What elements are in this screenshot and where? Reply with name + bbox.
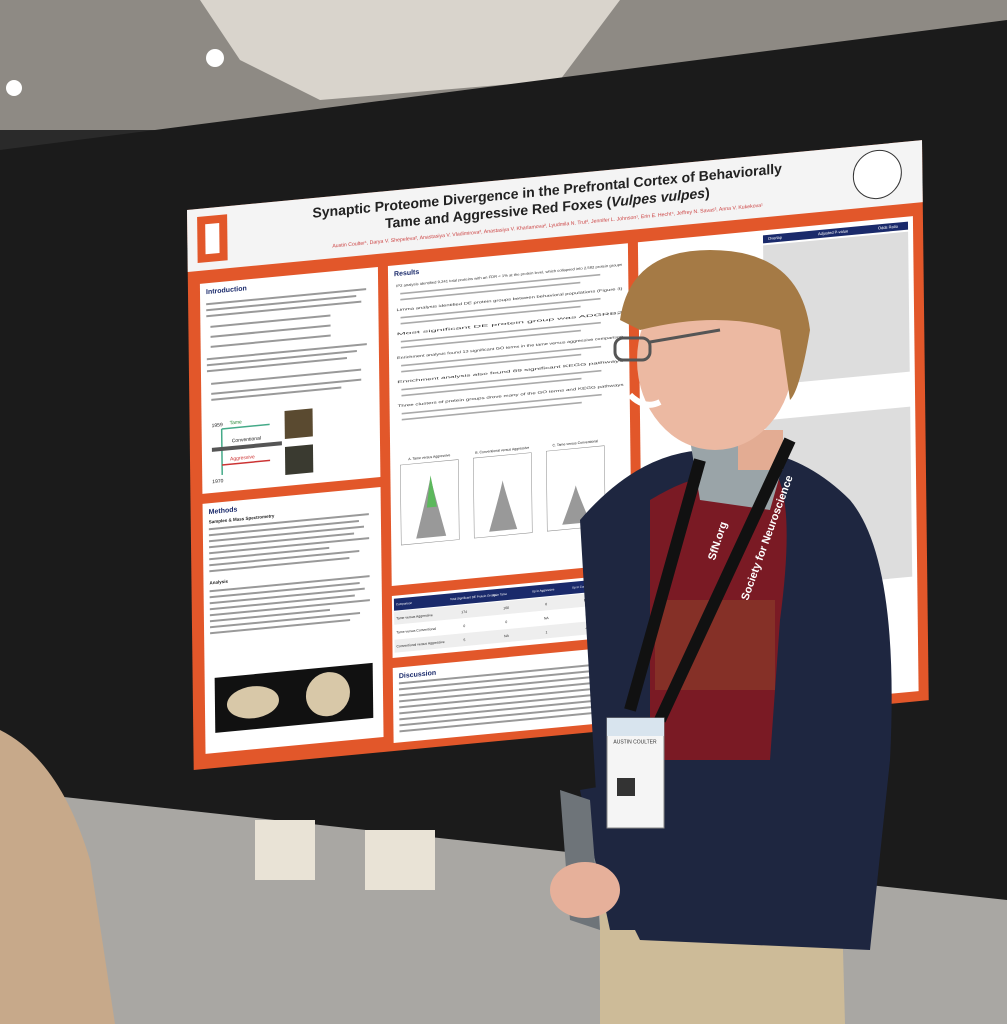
section-heading: Results: [394, 269, 419, 278]
volcano-points: [489, 480, 518, 532]
qr-code: [617, 778, 635, 796]
brain: [226, 686, 279, 719]
badge-name: AUSTIN COULTER: [613, 739, 657, 745]
body-text: [206, 288, 625, 733]
timeline: [221, 423, 270, 430]
badge: [606, 717, 665, 829]
timeline-label: Conventional: [232, 436, 261, 445]
table-cell: NA: [544, 616, 549, 621]
timeline-label: Tame: [230, 419, 242, 426]
body-text: [400, 329, 581, 349]
glasses: [613, 336, 652, 362]
person: Society for Neuroscience SfN.org AUSTIN …: [550, 250, 892, 1024]
ceiling-light: [6, 80, 22, 96]
table-header-cell: Up in Aggressive: [532, 587, 555, 593]
table-cell: Conventional versus Aggressive: [396, 640, 444, 649]
body-text: [401, 345, 602, 367]
subheading: Samples & Mass Spectrometry: [209, 513, 275, 524]
glasses: [649, 328, 721, 344]
body-text: [401, 369, 602, 391]
logo: [205, 222, 220, 255]
foreground-person: [0, 730, 115, 1024]
ceiling-beam: [200, 0, 620, 100]
table-cell: 1: [546, 630, 548, 634]
table-header-cell: Odds Ratio: [878, 224, 899, 231]
table-header-cell: Total Significant DE Protein Groups: [450, 593, 497, 601]
section-heading: Introduction: [206, 285, 247, 296]
table-header-cell: Up in Tame: [492, 592, 507, 597]
timeline: [220, 428, 223, 476]
table-row: [394, 589, 631, 625]
figure-label: B. Conventional versus Aggressive: [475, 446, 529, 455]
smile: [627, 392, 662, 408]
table-cell: 0: [463, 624, 465, 628]
fox-photo: [284, 408, 313, 439]
table-cell: 5: [464, 638, 466, 642]
table-header-cell: Comparison: [396, 601, 413, 607]
ceiling-light: [206, 49, 224, 67]
section-heading: Methods: [209, 506, 238, 516]
table-cell: Tame versus Aggressive: [396, 613, 433, 620]
table-row: [394, 603, 631, 639]
timeline: [222, 459, 271, 466]
body-text: [400, 297, 601, 319]
figure-label: C. Tame versus Conventional: [552, 439, 598, 447]
fox-photo: [284, 444, 314, 475]
table-cell: 6: [545, 602, 547, 606]
body-text: [400, 281, 581, 301]
volcano-points: [416, 477, 447, 539]
fox-logo: [852, 149, 902, 200]
table-cell: 0: [505, 620, 507, 624]
table-cell: NA: [504, 634, 509, 639]
body-text: [401, 401, 582, 421]
table-cell: 174: [461, 610, 467, 615]
figure-label: A. Tame versus Aggressive: [408, 453, 450, 461]
hands: [550, 862, 620, 918]
body-text: [400, 273, 601, 295]
table-cell: Tame versus Conventional: [396, 627, 436, 635]
body-text: [401, 393, 602, 415]
lanyard: [624, 437, 796, 723]
badge-header: [607, 718, 664, 736]
volcano-points: [562, 485, 591, 525]
section-heading: Discussion: [399, 670, 436, 681]
body-text: [401, 377, 582, 397]
timeline-label: 1970: [212, 478, 223, 485]
brain: [305, 672, 350, 717]
timeline: [211, 441, 282, 452]
title-band: [187, 140, 923, 272]
body-text: [400, 305, 581, 325]
table-header-cell: Adjusted P-value: [818, 228, 849, 236]
subheading: Analysis: [209, 579, 228, 586]
table-header: [393, 576, 631, 611]
volcano-points: [426, 475, 437, 508]
table-row: [394, 617, 631, 653]
hair: [620, 250, 810, 400]
table-cell: 168: [503, 606, 509, 611]
legs: [365, 830, 435, 890]
timeline-label: 1959: [212, 422, 223, 429]
timeline-label: Aggressive: [230, 454, 255, 462]
body-text: [401, 353, 582, 373]
panel: [392, 645, 634, 743]
table-header-cell: Overlap: [768, 235, 783, 241]
legs: [255, 820, 315, 880]
table-header: [762, 221, 909, 244]
body-text: [400, 321, 601, 343]
